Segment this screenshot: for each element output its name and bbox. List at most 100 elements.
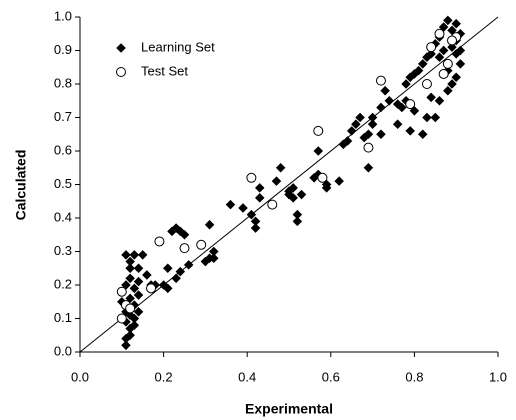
point [163,263,173,274]
y-tick-label: 0.2 [54,276,72,291]
x-axis-title: Experimental [245,401,333,417]
reference-line [79,16,499,353]
point [421,79,432,89]
point [392,99,403,109]
point [196,239,207,250]
legend-symbol [116,67,126,77]
point [125,330,135,341]
point [129,250,140,260]
point [292,216,303,227]
point [442,58,453,69]
x-tick-label: 0.0 [71,369,89,384]
point [183,260,194,270]
legend-symbol [116,43,126,53]
point [238,203,248,213]
point [121,340,131,351]
point [363,142,374,153]
point [375,75,386,86]
y-tick-label: 0.9 [54,42,72,57]
point [246,209,257,220]
y-tick-label: 0.7 [54,109,72,124]
y-tick-label: 0.5 [54,176,72,191]
point [254,183,265,193]
point [288,193,298,203]
point [367,112,378,123]
point [438,45,449,56]
y-tick-label: 0.8 [54,75,72,90]
point [179,243,190,254]
point [171,273,181,284]
point [417,59,428,69]
point [417,129,428,140]
y-tick-label: 1.0 [54,8,72,23]
point [422,112,432,123]
point [250,223,261,233]
point [116,313,127,324]
point [376,102,386,113]
y-tick-label: 0.0 [54,343,72,358]
point [175,266,186,277]
point [204,219,215,230]
point [296,189,307,200]
point [137,250,148,260]
point [321,179,332,190]
point [313,146,324,156]
point [254,193,265,203]
y-tick-label: 0.6 [54,142,72,157]
point [409,106,420,116]
point [129,283,140,294]
point [455,59,466,69]
point [455,45,466,56]
y-tick-label: 0.1 [54,310,72,325]
point [426,92,436,103]
point [447,79,457,89]
point [121,250,131,260]
x-tick-label: 0.4 [238,369,256,384]
point [376,129,386,140]
point [434,95,445,106]
point [116,286,127,297]
point [125,273,135,284]
point [438,68,449,79]
x-tick-label: 0.8 [405,369,423,384]
point [129,320,140,330]
point [133,290,144,300]
point [133,307,144,317]
point [451,18,461,29]
point [363,162,374,173]
point [443,15,453,26]
point [146,283,157,294]
y-tick-label: 0.4 [54,209,72,224]
point [380,85,390,96]
point [401,79,411,89]
point [271,176,282,186]
point [447,35,458,46]
point [426,49,436,59]
point [392,119,403,129]
y-axis-title: Calculated [13,150,29,221]
point [434,52,445,62]
point [154,236,165,247]
point [133,276,144,287]
point [267,199,278,210]
point [355,112,365,123]
point [317,172,328,183]
point [346,126,357,136]
point [250,216,261,227]
point [208,253,219,263]
point [384,95,395,106]
point [313,125,324,136]
point [179,229,190,240]
point [133,263,144,274]
legend-label: Test Set [141,63,188,78]
point [397,102,407,113]
point [434,28,445,39]
x-tick-label: 0.6 [322,369,340,384]
point [225,199,236,210]
point [342,136,353,146]
point [351,119,361,129]
point [413,65,424,76]
point [334,176,344,186]
point [405,99,416,110]
legend-label: Learning Set [141,39,215,54]
